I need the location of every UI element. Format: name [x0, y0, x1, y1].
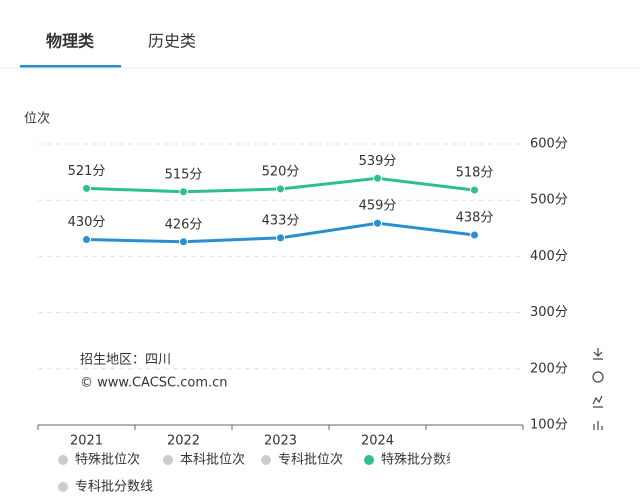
data-label: 430分 [68, 215, 106, 230]
data-point [470, 230, 479, 240]
data-label: 521分 [68, 164, 106, 179]
data-point [82, 183, 91, 193]
data-point [373, 173, 382, 183]
y-tick-label: 400分 [530, 249, 568, 264]
data-point [179, 237, 188, 247]
data-label: 539分 [359, 154, 397, 169]
data-point [82, 235, 91, 245]
x-tick-label: 2022 [167, 434, 200, 449]
legend-label[interactable]: 专科批位次 [278, 452, 343, 468]
y-tick-label: 600分 [530, 137, 568, 152]
data-label: 426分 [165, 217, 203, 232]
tab-active[interactable]: 物理类 [46, 32, 95, 51]
legend: 特殊批位次本科批位次专科批位次特殊批分数线专科批分数线 [58, 452, 450, 495]
legend-label[interactable]: 专科批分数线 [75, 480, 153, 495]
y-tick-label: 300分 [530, 305, 568, 320]
data-label: 438分 [456, 211, 494, 226]
legend-fade [420, 448, 640, 472]
legend-label[interactable]: 本科批位次 [180, 452, 245, 468]
tool-download[interactable] [593, 348, 603, 360]
legend-marker [261, 455, 271, 465]
legend-marker [58, 455, 68, 465]
legend-marker [58, 482, 68, 492]
data-point [276, 184, 285, 194]
data-label: 515分 [165, 167, 203, 182]
y-tick-label: 200分 [530, 361, 568, 376]
annotation: 招生地区：四川 [80, 353, 171, 368]
y-tick-label: 100分 [530, 418, 568, 433]
x-tick-label: 2024 [361, 434, 394, 449]
data-label: 459分 [359, 199, 397, 214]
x-tick-label: 2023 [264, 434, 297, 449]
toolbox [592, 348, 604, 430]
data-point [373, 218, 382, 228]
tab[interactable]: 历史类 [148, 32, 196, 51]
y-axis-title: 位次 [24, 111, 50, 127]
y-tick-label: 500分 [530, 193, 568, 208]
tool-restore[interactable] [592, 371, 604, 383]
data-label: 520分 [262, 164, 300, 179]
data-point [276, 233, 285, 243]
data-label: 433分 [262, 213, 300, 228]
tab-indicator [20, 65, 121, 68]
data-point [470, 185, 479, 195]
legend-marker [163, 455, 173, 465]
x-tick-label: 2021 [70, 434, 103, 449]
tool-line[interactable] [592, 395, 603, 408]
tool-bar[interactable] [593, 421, 603, 430]
data-label: 518分 [456, 166, 494, 181]
legend-label[interactable]: 特殊批位次 [75, 452, 140, 468]
legend-marker [364, 455, 374, 465]
data-point [179, 187, 188, 197]
annotation: © www.CACSC.com.cn [80, 376, 228, 391]
